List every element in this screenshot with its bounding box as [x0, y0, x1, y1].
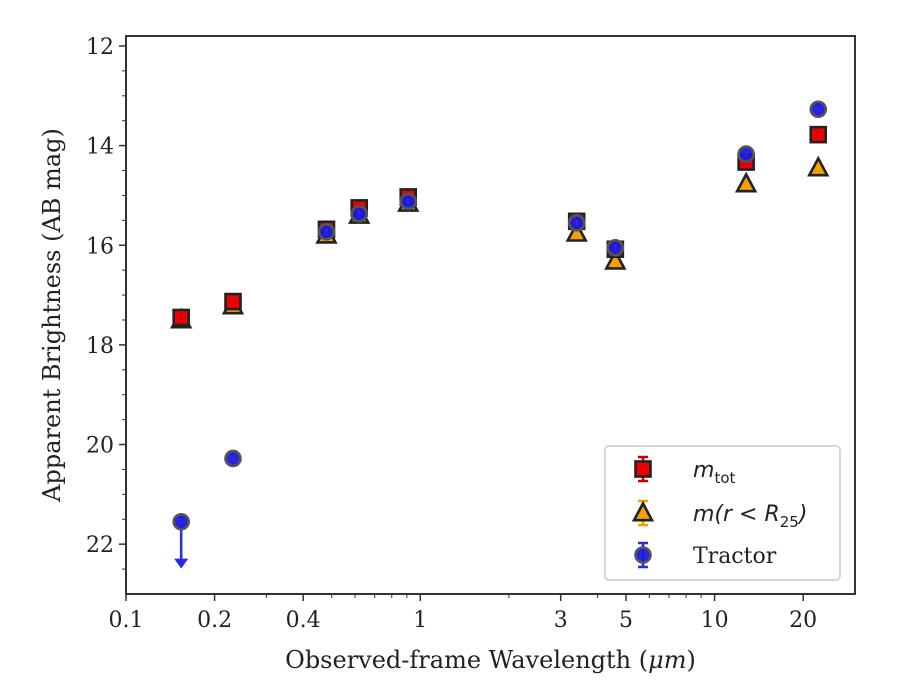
- y-tick-label: 12: [86, 35, 114, 60]
- y-tick-label: 22: [86, 533, 114, 558]
- x-tick-label: 3: [554, 608, 568, 633]
- legend: mtot m(r < R25) Tractor: [604, 445, 841, 581]
- x-tick-label: 10: [701, 608, 729, 633]
- plot-frame: [125, 35, 856, 595]
- series-tractor: [172, 100, 828, 569]
- upper-limit-arrowhead: [174, 558, 189, 569]
- y-tick-label: 20: [86, 434, 114, 459]
- y-axis-label: Apparent Brightness (AB mag): [38, 128, 66, 503]
- legend-marker-m_tot: [634, 460, 652, 478]
- x-tick-label: 1: [413, 608, 427, 633]
- x-tick-label: 0.4: [286, 608, 321, 633]
- legend-box: [604, 445, 841, 581]
- legend-marker-m_r25: [631, 500, 655, 522]
- x-axis-label: Observed-frame Wavelength (μm): [285, 646, 696, 674]
- x-tick-label: 0.2: [197, 608, 232, 633]
- data-marks: [170, 100, 830, 569]
- legend-label-m_tot: mtot: [693, 458, 735, 487]
- legend-marker-tractor: [634, 546, 652, 564]
- series-m_tot: [172, 125, 828, 327]
- legend-label-m_r25: m(r < R25): [693, 502, 807, 531]
- axis-ticks: 0.1 0.2 0.4 1 3 5 10 20 12 14 16 18 20 22: [86, 35, 817, 633]
- series-m_r25: [170, 155, 830, 329]
- x-tick-label: 0.1: [109, 608, 144, 633]
- y-tick-label: 18: [86, 334, 114, 359]
- y-tick-label: 16: [86, 234, 114, 259]
- y-tick-label: 14: [86, 135, 114, 160]
- x-tick-label: 5: [619, 608, 633, 633]
- legend-label-tractor: Tractor: [693, 544, 777, 569]
- x-tick-label: 20: [789, 608, 817, 633]
